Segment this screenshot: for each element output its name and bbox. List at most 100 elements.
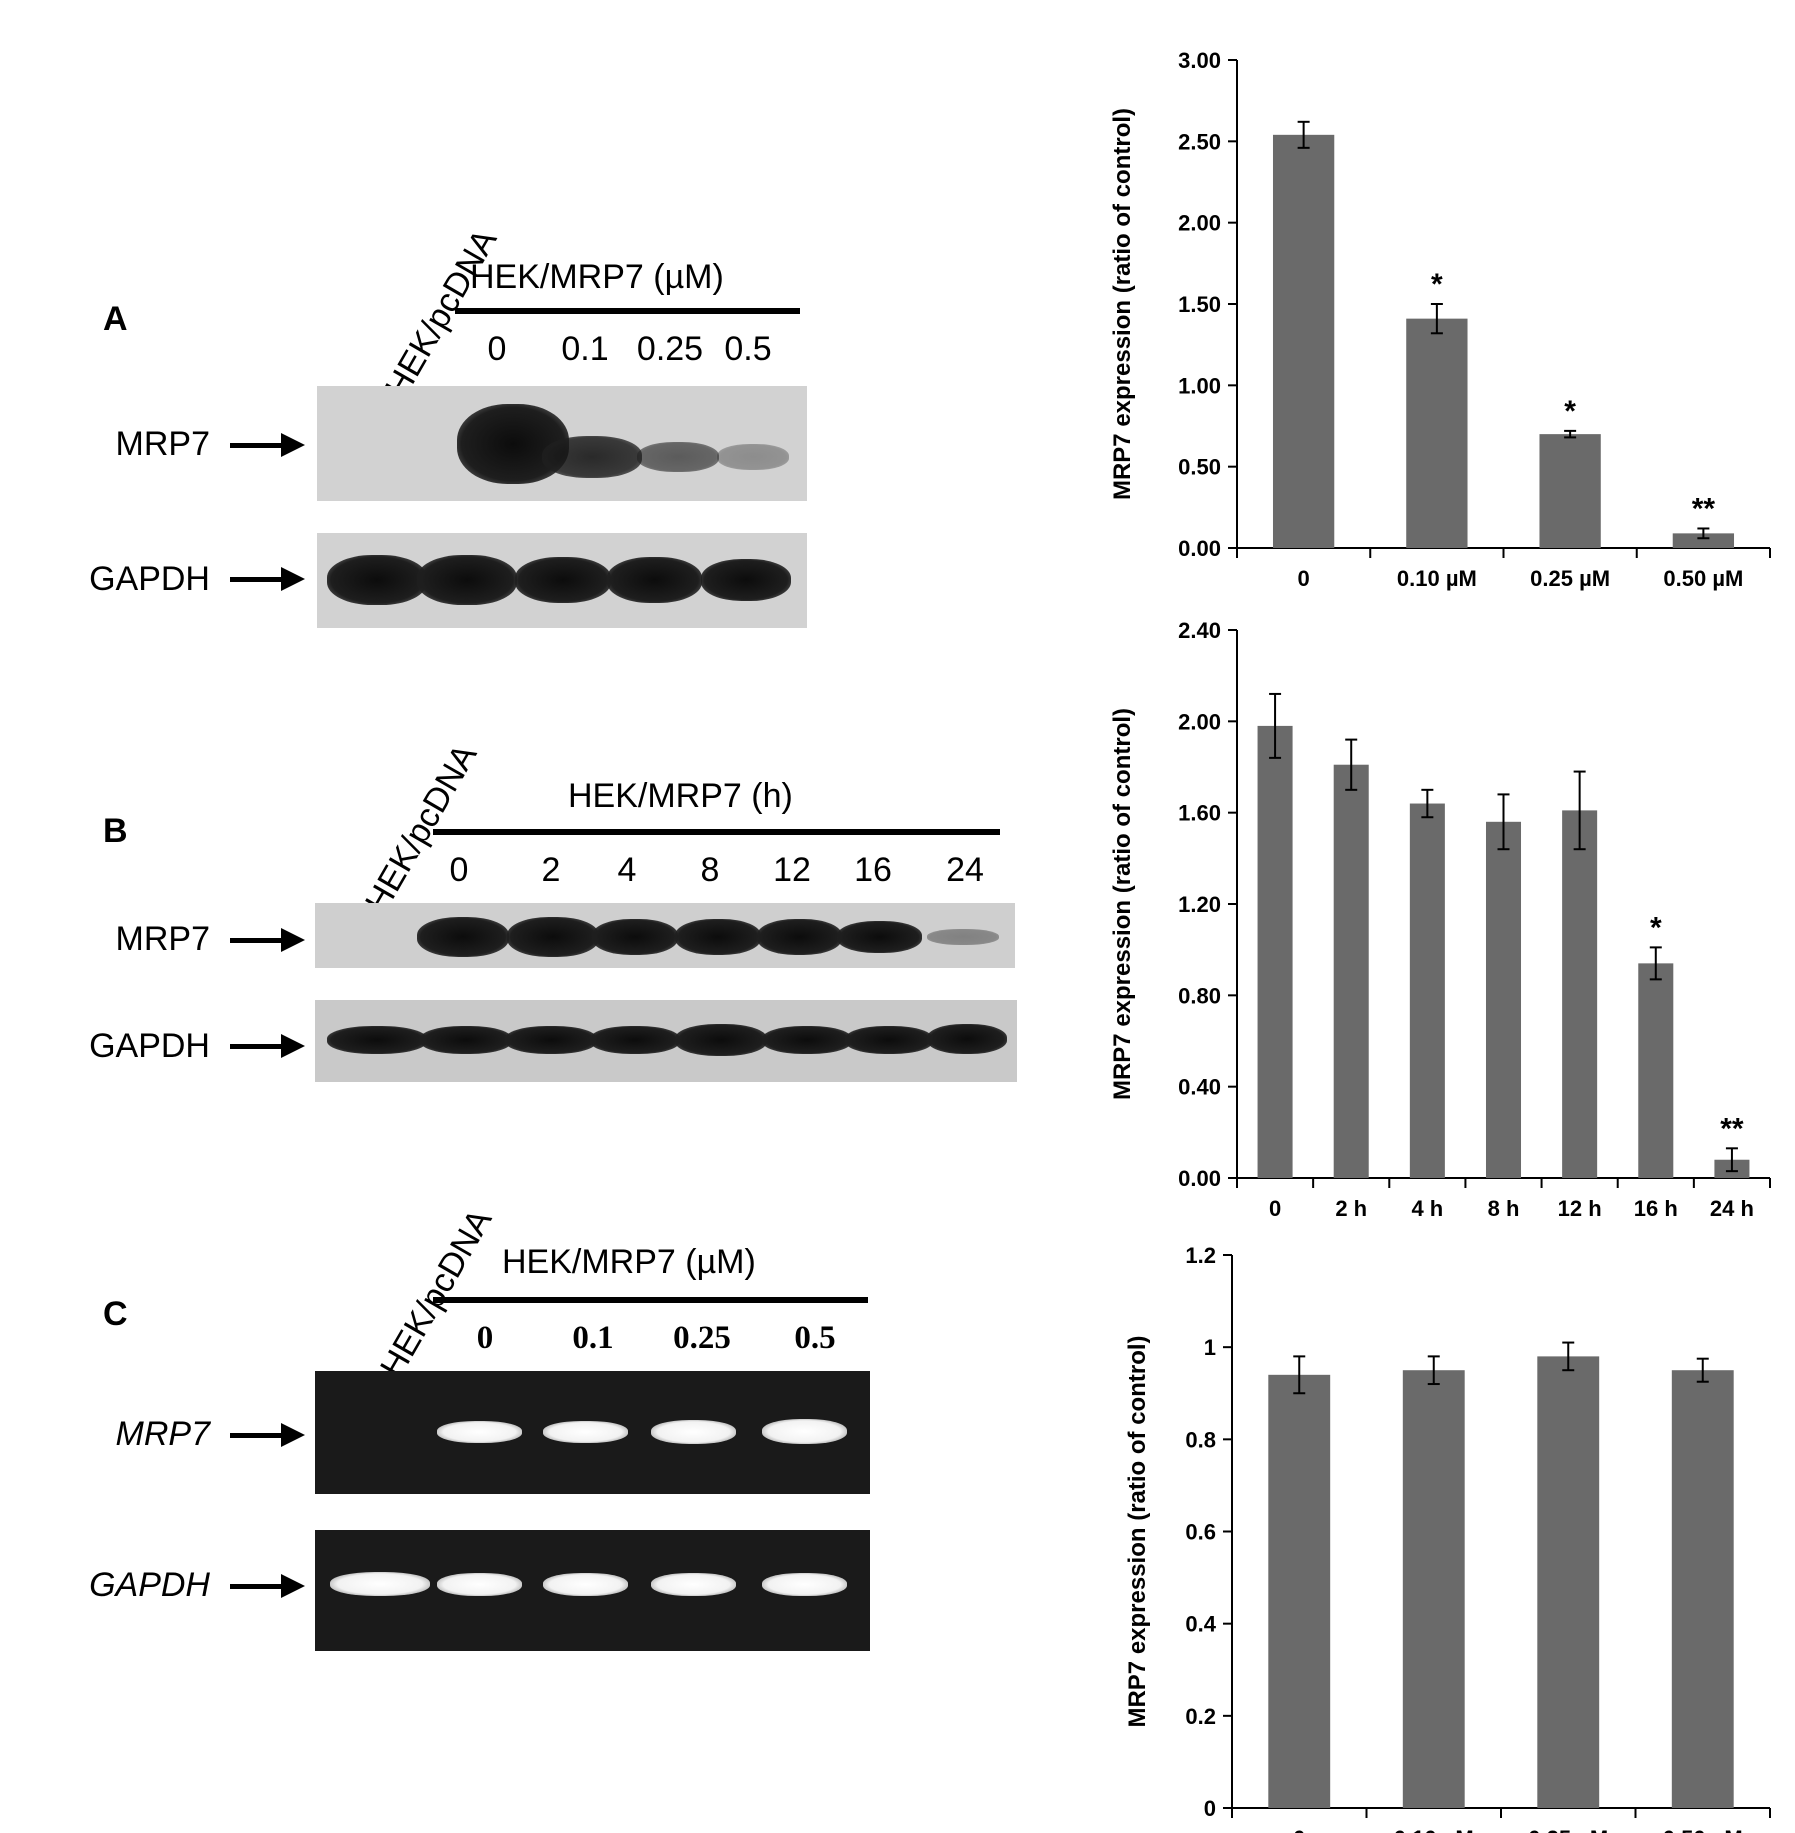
y-tick-label: 1 xyxy=(1204,1335,1216,1360)
panel-a-row-label-gapdh: GAPDH xyxy=(89,560,210,598)
arrow-icon xyxy=(230,1423,305,1447)
panel-c-lane-label: 0 xyxy=(476,1320,494,1356)
x-tick-label: 0.50 µM xyxy=(1663,566,1743,591)
x-tick-label: 8 h xyxy=(1488,1196,1520,1221)
x-tick-label: 0.10 µM xyxy=(1394,1826,1474,1833)
significance-label: * xyxy=(1650,911,1662,944)
gel-band xyxy=(762,1573,847,1596)
y-axis-label: MRP7 expression (ratio of control) xyxy=(1109,108,1136,500)
panel-c-letter: C xyxy=(103,1295,128,1333)
panel-c-lane-label: 0.25 xyxy=(673,1320,731,1356)
panel-b-row-label-gapdh: GAPDH xyxy=(89,1027,210,1065)
panel-a-row-label-mrp7: MRP7 xyxy=(115,425,210,463)
blot-band xyxy=(542,436,642,478)
x-tick-label: 0.25 µM xyxy=(1530,566,1610,591)
y-tick-label: 0.4 xyxy=(1185,1612,1216,1637)
y-tick-label: 0 xyxy=(1204,1796,1216,1821)
gel-band xyxy=(437,1573,522,1596)
bar xyxy=(1537,1356,1600,1808)
panel-a-lane-label: 0.1 xyxy=(561,330,609,368)
gel-band xyxy=(437,1421,522,1443)
x-tick-label: 24 h xyxy=(1710,1196,1754,1221)
y-tick-label: 2.00 xyxy=(1178,211,1221,236)
panel-b-lane-label: 12 xyxy=(773,851,811,889)
blot-band xyxy=(757,919,842,955)
x-tick-label: 2 h xyxy=(1335,1196,1367,1221)
x-tick-label: 0.25 µM xyxy=(1528,1826,1608,1833)
y-tick-label: 2.40 xyxy=(1178,618,1221,643)
x-tick-label: 0 xyxy=(1298,566,1310,591)
blot-band xyxy=(515,557,611,603)
blot-band xyxy=(607,557,702,603)
gel-band xyxy=(762,1419,847,1444)
significance-label: ** xyxy=(1720,1112,1744,1145)
y-axis-label: MRP7 expression (ratio of control) xyxy=(1124,1335,1151,1727)
gel-band xyxy=(543,1421,628,1443)
y-tick-label: 0.80 xyxy=(1178,983,1221,1008)
y-tick-label: 0.2 xyxy=(1185,1704,1216,1729)
blot-band xyxy=(417,555,517,605)
y-tick-label: 1.60 xyxy=(1178,801,1221,826)
y-tick-label: 1.20 xyxy=(1178,892,1221,917)
bar-chart-b: 0.00 0.40 0.80 1.20 1.60 2.00 2.40 0 2 h 4 h 8 h 12… xyxy=(1109,618,1771,1221)
y-tick-label: 0.8 xyxy=(1185,1427,1216,1452)
blot-band xyxy=(327,555,427,605)
arrow-icon xyxy=(230,567,305,591)
blot-band xyxy=(505,1026,597,1054)
panel-b-lane-label: 8 xyxy=(700,851,720,889)
arrow-icon xyxy=(230,1034,305,1058)
panel-b-row-label-mrp7: MRP7 xyxy=(115,920,210,958)
bar xyxy=(1402,1370,1465,1808)
x-tick-label: 0.50 µM xyxy=(1663,1826,1743,1833)
gel-band xyxy=(543,1573,628,1596)
y-axis-label: MRP7 expression (ratio of control) xyxy=(1109,708,1136,1100)
panel-c-row-label-gapdh: GAPDH xyxy=(89,1566,210,1604)
panel-a-letter: A xyxy=(103,300,128,338)
bar xyxy=(1638,963,1674,1178)
y-tick-label: 2.50 xyxy=(1178,129,1221,154)
blot-band xyxy=(717,444,789,470)
significance-label: * xyxy=(1431,268,1443,301)
x-tick-label: 12 h xyxy=(1558,1196,1602,1221)
blot-band xyxy=(637,442,719,472)
panel-b-mrp7-blot xyxy=(315,903,1015,968)
panel-c-lane-label: 0.1 xyxy=(572,1320,614,1356)
blot-band xyxy=(592,919,678,955)
panel-a-lane-label: 0 xyxy=(487,330,507,368)
panel-b-gapdh-blot xyxy=(315,1000,1017,1082)
x-tick-label: 0 xyxy=(1293,1826,1305,1833)
blot-band xyxy=(327,1026,427,1054)
panel-c-mrp7-gel xyxy=(315,1371,870,1494)
bar xyxy=(1409,803,1445,1178)
bar xyxy=(1268,1374,1331,1808)
y-tick-label: 0.40 xyxy=(1178,1075,1221,1100)
bar-chart-a: 0.00 0.50 1.00 1.50 2.00 2.50 3.00 0 * 0.10 µM * 0.… xyxy=(1109,48,1771,591)
blot-band xyxy=(701,559,791,601)
bar xyxy=(1272,134,1335,548)
y-tick-label: 2.00 xyxy=(1178,709,1221,734)
panel-b-lane-label: 24 xyxy=(946,851,984,889)
significance-label: ** xyxy=(1692,492,1716,525)
panel-b-group-label: HEK/MRP7 (h) xyxy=(568,777,793,815)
bar xyxy=(1562,810,1598,1178)
panel-c-row-label-mrp7: MRP7 xyxy=(115,1415,210,1453)
gel-band xyxy=(651,1420,736,1444)
blot-band xyxy=(762,1026,852,1054)
y-tick-label: 1.2 xyxy=(1185,1243,1216,1268)
x-tick-label: 0.10 µM xyxy=(1397,566,1477,591)
panel-a-lane-label: 0.5 xyxy=(724,330,772,368)
blot-band xyxy=(927,1024,1007,1054)
arrow-icon xyxy=(230,433,305,457)
y-tick-label: 0.50 xyxy=(1178,455,1221,480)
panel-a-group-label: HEK/MRP7 (µM) xyxy=(470,258,724,296)
y-tick-label: 0.00 xyxy=(1178,1166,1221,1191)
y-tick-label: 1.50 xyxy=(1178,292,1221,317)
panel-c-group-line xyxy=(433,1297,868,1303)
blot-band xyxy=(837,921,922,953)
panel-b-lane-label: 2 xyxy=(541,851,561,889)
arrow-icon xyxy=(230,1574,305,1598)
gel-band xyxy=(330,1572,430,1596)
blot-band xyxy=(417,917,509,957)
blot-band xyxy=(590,1026,680,1054)
